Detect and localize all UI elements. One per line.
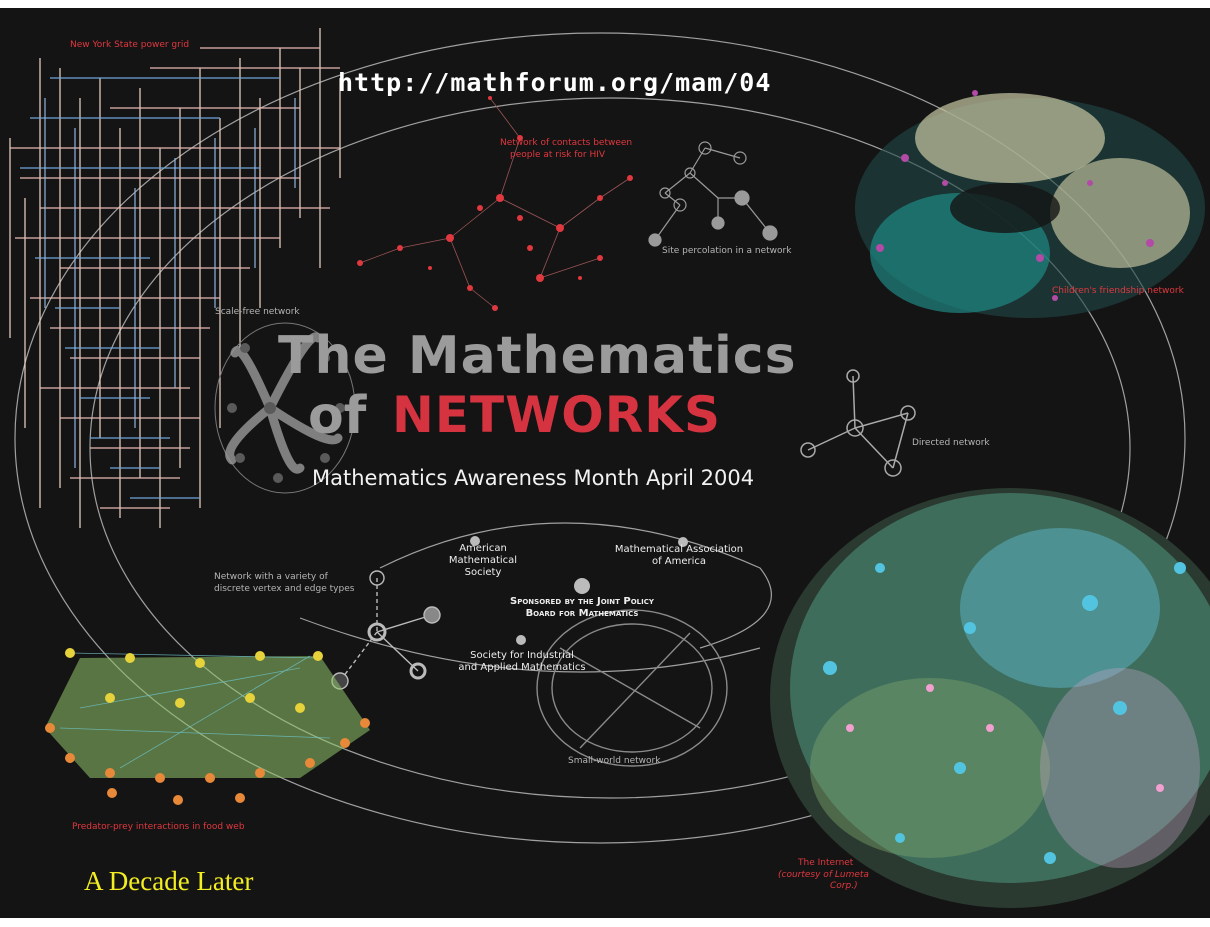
sponsor-maa-line1: Mathematical Association — [614, 544, 744, 555]
food-web-graphic — [45, 648, 370, 805]
percolation-graphic — [648, 141, 778, 247]
connector-arcs — [14, 32, 1186, 844]
sponsor-jpbm: Sponsored by the Joint Policy Board for … — [492, 596, 672, 620]
sponsor-ams-line3: Society — [464, 567, 502, 578]
network-artwork — [9, 28, 1210, 908]
sponsor-siam-line2: and Applied Mathematics — [458, 662, 586, 673]
subtitle: Mathematics Awareness Month April 2004 — [312, 466, 755, 490]
label-internet-credit-2: Corp.) — [830, 881, 858, 891]
sponsor-jpbm-line2: Board for Mathematics — [525, 608, 639, 619]
label-friendship: Children's friendship network — [1052, 286, 1184, 296]
internet-graphic — [770, 488, 1210, 908]
label-percolation: Site percolation in a network — [662, 246, 792, 256]
label-internet: The Internet — [798, 858, 854, 868]
title-of: of — [308, 386, 367, 446]
sponsor-ams: American Mathematical Society — [448, 543, 518, 579]
sponsor-jpbm-line1: Sponsored by the Joint Policy — [510, 596, 654, 607]
label-hiv-line2: people at risk for HIV — [510, 150, 606, 160]
sponsor-ams-line1: American — [459, 543, 507, 554]
label-variety-line2: discrete vertex and edge types — [214, 584, 355, 594]
label-food-web: Predator-prey interactions in food web — [72, 822, 245, 832]
poster: http://mathforum.org/mam/04 New York Sta… — [0, 8, 1210, 918]
sponsor-maa-line2: of America — [651, 556, 707, 567]
label-power-grid: New York State power grid — [70, 40, 190, 50]
label-directed: Directed network — [912, 438, 990, 448]
directed-network-graphic — [800, 369, 916, 477]
sponsor-maa: Mathematical Association of America — [604, 544, 754, 568]
scale-free-graphic — [214, 322, 356, 494]
power-grid-graphic — [9, 28, 341, 528]
label-internet-credit-1: (courtesy of Lumeta — [778, 870, 869, 880]
caption-a-decade-later: A Decade Later — [84, 866, 254, 896]
sponsor-siam: Society for Industrial and Applied Mathe… — [452, 650, 592, 674]
sponsor-hub-graphic — [470, 536, 688, 645]
title-line-1: The Mathematics — [278, 326, 797, 386]
label-small-world: Small-world network — [568, 756, 661, 766]
title-networks: NETWORKS — [392, 386, 722, 444]
small-world-graphic — [536, 609, 728, 767]
label-variety-line1: Network with a variety of — [214, 572, 328, 582]
hiv-network-graphic — [357, 96, 633, 311]
poster-url: http://mathforum.org/mam/04 — [338, 68, 772, 97]
friendship-network-graphic — [855, 90, 1205, 318]
label-hiv-line1: Network of contacts between — [500, 138, 633, 148]
label-scale-free: Scale-free network — [215, 307, 300, 317]
sponsor-ams-line2: Mathematical — [448, 555, 518, 566]
sponsor-siam-line1: Society for Industrial — [470, 650, 574, 661]
